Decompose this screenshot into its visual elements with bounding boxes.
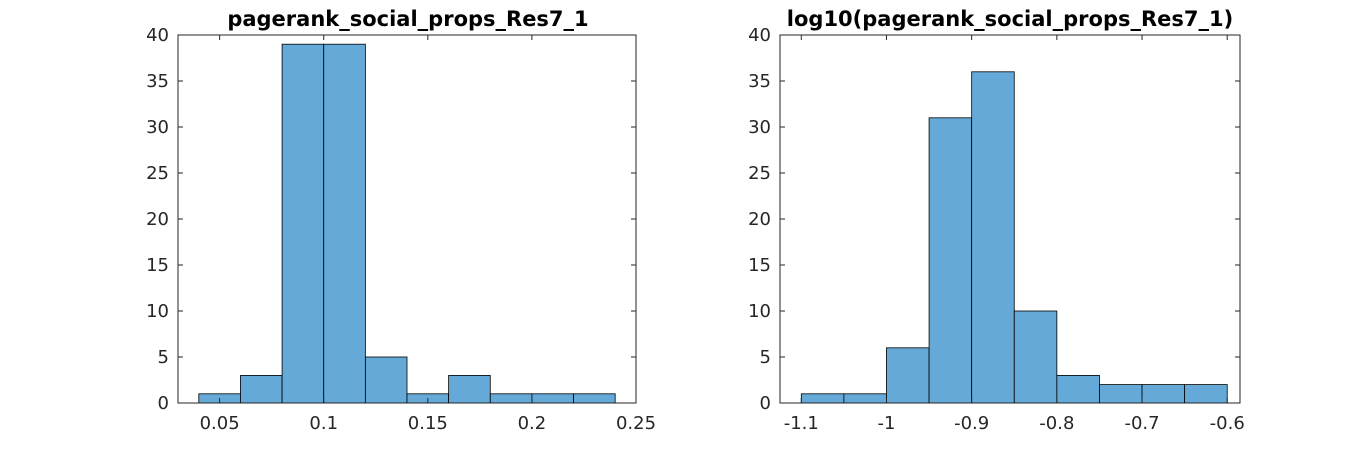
histogram-bar <box>281 43 325 404</box>
y-tick-label: 0 <box>158 393 169 414</box>
y-tick-label: 20 <box>146 209 169 230</box>
x-tick-label: -0.6 <box>1210 413 1245 434</box>
bars-2 <box>800 71 1228 404</box>
axes-2: -1.1 -1 -0.9 -0.8 -0.7 -0.6 0 5 10 15 20 25 30 35 40 <box>748 25 1245 434</box>
bars-1 <box>198 43 616 404</box>
x-tick-label: 0.25 <box>616 413 656 434</box>
histogram-bar <box>573 393 616 404</box>
histogram-bar <box>1013 310 1058 404</box>
x-tick-label: -0.7 <box>1124 413 1159 434</box>
histogram-bar <box>448 374 491 404</box>
histogram-bar <box>489 393 533 404</box>
y-tick-label: 25 <box>146 163 169 184</box>
y-tick-label: 30 <box>146 117 169 138</box>
histogram-bar <box>240 374 283 404</box>
x-tick-label: -0.9 <box>954 413 989 434</box>
x-tick-label: -1 <box>878 413 896 434</box>
chart-title-2: log10(pagerank_social_props_Res7_1) <box>787 7 1233 31</box>
y-tick-label: 35 <box>748 71 771 92</box>
y-tick-label: 40 <box>748 25 771 46</box>
y-tick-label: 35 <box>146 71 169 92</box>
y-tick-label: 5 <box>158 347 169 368</box>
axes-1: 0.05 0.1 0.15 0.2 0.25 0 5 10 15 20 25 30 35 40 <box>146 25 656 434</box>
y-tick-label: 10 <box>748 301 771 322</box>
histogram-bar <box>928 117 973 404</box>
histogram-bar <box>1056 374 1100 404</box>
histogram-bar <box>323 43 366 404</box>
histogram-bar <box>1184 384 1228 404</box>
x-tick-label: -1.1 <box>784 413 819 434</box>
histogram-panel-1: pagerank_social_props_Res7_1 0.05 0.1 0.15… <box>146 7 656 434</box>
x-tick-label: 0.1 <box>309 413 338 434</box>
y-tick-label: 10 <box>146 301 169 322</box>
y-tick-label: 15 <box>146 255 169 276</box>
histogram-bar <box>971 71 1015 404</box>
x-tick-label: 0.15 <box>408 413 448 434</box>
histogram-bar <box>886 347 930 404</box>
chart-title-1: pagerank_social_props_Res7_1 <box>227 7 588 31</box>
y-tick-label: 15 <box>748 255 771 276</box>
x-tick-label: -0.8 <box>1039 413 1074 434</box>
y-tick-label: 25 <box>748 163 771 184</box>
histogram-bar <box>800 393 845 404</box>
y-tick-label: 0 <box>760 393 771 414</box>
y-tick-label: 40 <box>146 25 169 46</box>
axes-box <box>177 34 637 404</box>
y-tick-label: 20 <box>748 209 771 230</box>
histogram-bar <box>1141 384 1186 404</box>
histogram-bar <box>364 356 408 404</box>
x-tick-label: 0.2 <box>518 413 547 434</box>
histogram-bar <box>1099 384 1143 404</box>
histogram-bar <box>843 393 887 404</box>
histogram-panel-2: log10(pagerank_social_props_Res7_1) -1.1… <box>748 7 1245 434</box>
y-tick-label: 5 <box>760 347 771 368</box>
histogram-bar <box>531 393 574 404</box>
x-tick-label: 0.05 <box>200 413 240 434</box>
y-tick-label: 30 <box>748 117 771 138</box>
